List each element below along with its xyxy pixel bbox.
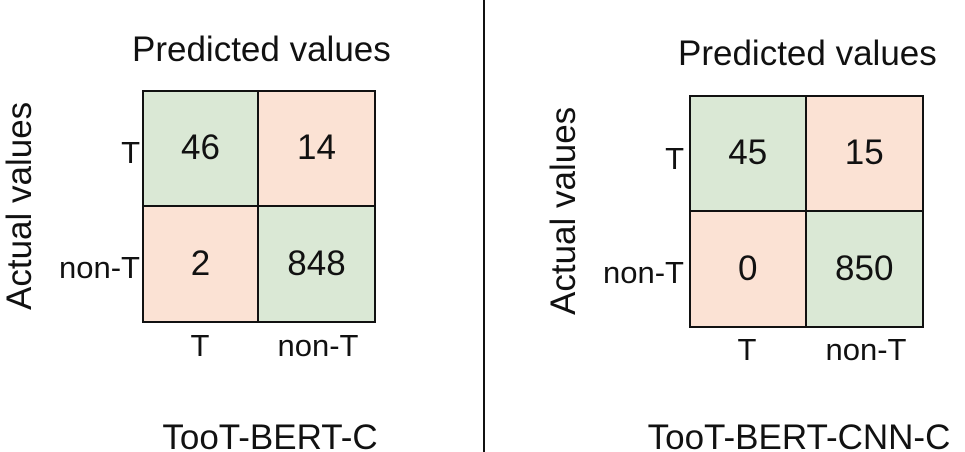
matrix-caption: TooT-BERT-CNN-C: [647, 418, 951, 452]
row-label-non-t: non-T: [59, 250, 140, 285]
actual-values-label: Actual values: [0, 101, 39, 310]
confusion-matrix-panel-right: Predicted values Actual values T non-T 4…: [484, 0, 965, 452]
cell-true-positive: 45: [691, 97, 807, 212]
cell-true-positive: 46: [144, 92, 259, 207]
panel-divider: [483, 0, 485, 452]
row-label-non-t: non-T: [603, 255, 684, 290]
confusion-matrix: 45 15 0 850: [689, 95, 924, 328]
col-label-non-t: non-T: [277, 328, 359, 363]
cell-false-negative: 14: [259, 92, 374, 207]
actual-values-label: Actual values: [544, 106, 583, 315]
matrix-caption: TooT-BERT-C: [162, 418, 378, 452]
predicted-values-label: Predicted values: [132, 30, 391, 69]
confusion-matrix-panel-left: Predicted values Actual values T non-T 4…: [0, 30, 391, 452]
cell-false-positive: 0: [691, 211, 807, 326]
col-label-non-t: non-T: [825, 332, 907, 367]
cell-false-negative: 15: [806, 97, 922, 212]
confusion-matrix: 46 14 2 848: [142, 90, 376, 323]
row-label-t: T: [121, 135, 140, 170]
row-label-t: T: [665, 141, 684, 176]
cell-false-positive: 2: [144, 206, 259, 321]
col-label-t: T: [190, 328, 210, 363]
predicted-values-label: Predicted values: [678, 34, 937, 73]
cell-true-negative: 850: [806, 211, 922, 326]
cell-true-negative: 848: [259, 206, 374, 321]
col-label-t: T: [737, 332, 757, 367]
